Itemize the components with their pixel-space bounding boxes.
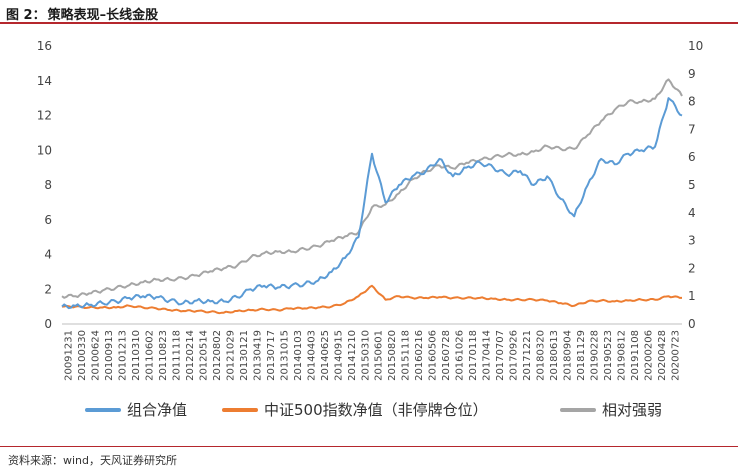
legend-item-2: 相对强弱 <box>560 399 662 420</box>
x-tick-label: 20140403 <box>306 330 317 381</box>
x-tick-label: 20190523 <box>603 330 614 381</box>
x-tick-label: 20150601 <box>374 330 385 381</box>
x-tick-label: 20130419 <box>252 330 263 381</box>
right-y-tick: 9 <box>688 67 696 81</box>
right-y-tick: 4 <box>688 206 696 220</box>
x-tick-label: 20100330 <box>77 330 88 381</box>
x-tick-label: 20150310 <box>360 330 371 381</box>
right-y-tick: 0 <box>688 317 696 331</box>
x-tick-label: 20200723 <box>670 330 681 381</box>
legend-swatch <box>222 407 258 412</box>
legend-swatch <box>560 407 596 412</box>
series-line-2 <box>61 78 683 299</box>
left-y-tick: 10 <box>37 143 52 157</box>
x-tick-label: 20180320 <box>535 330 546 381</box>
left-y-tick: 8 <box>44 178 52 192</box>
x-tick-label: 20101213 <box>118 330 129 381</box>
x-tick-label: 20150820 <box>387 330 398 381</box>
x-tick-label: 20181129 <box>576 330 587 381</box>
x-tick-label: 20130121 <box>239 330 250 381</box>
right-y-tick: 3 <box>688 234 696 248</box>
right-y-tick: 7 <box>688 122 696 136</box>
x-tick-label: 20151118 <box>401 330 412 381</box>
x-tick-label: 20140625 <box>320 330 331 381</box>
title-rule <box>0 22 738 24</box>
x-tick-label: 20110310 <box>131 330 142 381</box>
x-tick-label: 20140915 <box>333 330 344 381</box>
x-tick-label: 20200428 <box>657 330 668 381</box>
x-tick-label: 20131015 <box>279 330 290 381</box>
source-rule <box>0 446 738 447</box>
legend-label: 组合净值 <box>127 401 188 419</box>
series-line-1 <box>61 284 682 315</box>
left-y-tick: 0 <box>44 317 52 331</box>
right-y-tick: 8 <box>688 95 696 109</box>
left-y-tick: 6 <box>44 213 52 227</box>
left-y-tick: 12 <box>37 109 52 123</box>
x-tick-label: 20161026 <box>455 330 466 381</box>
legend-item-0: 组合净值 <box>85 399 187 420</box>
source-note: 资料来源：wind，天风证券研究所 <box>8 454 178 467</box>
right-y-tick: 10 <box>688 39 703 53</box>
right-y-tick: 5 <box>688 178 696 192</box>
x-tick-label: 20100913 <box>104 330 115 381</box>
left-y-tick: 16 <box>37 39 52 53</box>
figure-number: 图 2： <box>6 8 46 23</box>
right-y-tick: 1 <box>688 289 696 303</box>
x-tick-label: 20180904 <box>562 330 573 381</box>
figure-title-text: 策略表现–长线金股 <box>47 8 159 23</box>
x-tick-label: 20171221 <box>522 330 533 381</box>
left-y-tick: 2 <box>44 282 52 296</box>
legend-swatch <box>85 407 121 412</box>
x-tick-label: 20160506 <box>428 330 439 381</box>
x-tick-label: 20170118 <box>468 330 479 381</box>
legend-label: 中证500指数净值（非停牌仓位） <box>264 401 488 419</box>
x-tick-label: 20160216 <box>414 330 425 381</box>
x-tick-label: 20120214 <box>185 330 196 381</box>
x-tick-label: 20110602 <box>145 330 156 381</box>
x-tick-label: 20130717 <box>266 330 277 381</box>
x-tick-label: 20100624 <box>91 330 102 381</box>
x-tick-label: 20191108 <box>630 330 641 381</box>
x-tick-label: 20140103 <box>293 330 304 381</box>
x-tick-label: 20091231 <box>64 330 75 381</box>
x-tick-label: 20200206 <box>643 330 654 381</box>
x-tick-label: 20141210 <box>347 330 358 381</box>
x-tick-label: 20121029 <box>225 330 236 381</box>
x-tick-label: 20190812 <box>616 330 627 381</box>
x-tick-label: 20180613 <box>549 330 560 381</box>
legend-item-1: 中证500指数净值（非停牌仓位） <box>222 399 488 420</box>
right-y-tick: 2 <box>688 261 696 275</box>
x-tick-label: 20120514 <box>199 330 210 381</box>
figure-title: 图 2： 策略表现–长线金股 <box>6 4 158 23</box>
x-tick-label: 20110823 <box>158 330 169 381</box>
x-tick-label: 20170926 <box>509 330 520 381</box>
left-y-tick: 4 <box>44 248 52 262</box>
x-tick-label: 20111118 <box>172 330 183 381</box>
right-y-tick: 6 <box>688 150 696 164</box>
chart-legend: 组合净值 中证500指数净值（非停牌仓位） 相对强弱 <box>0 399 738 425</box>
legend-label: 相对强弱 <box>602 401 663 419</box>
left-y-tick: 14 <box>37 74 52 88</box>
x-tick-label: 20190228 <box>589 330 600 381</box>
x-tick-label: 20160728 <box>441 330 452 381</box>
x-tick-label: 20170707 <box>495 330 506 381</box>
x-tick-label: 20170414 <box>482 330 493 381</box>
x-tick-label: 20120802 <box>212 330 223 381</box>
series-line-0 <box>61 97 683 310</box>
